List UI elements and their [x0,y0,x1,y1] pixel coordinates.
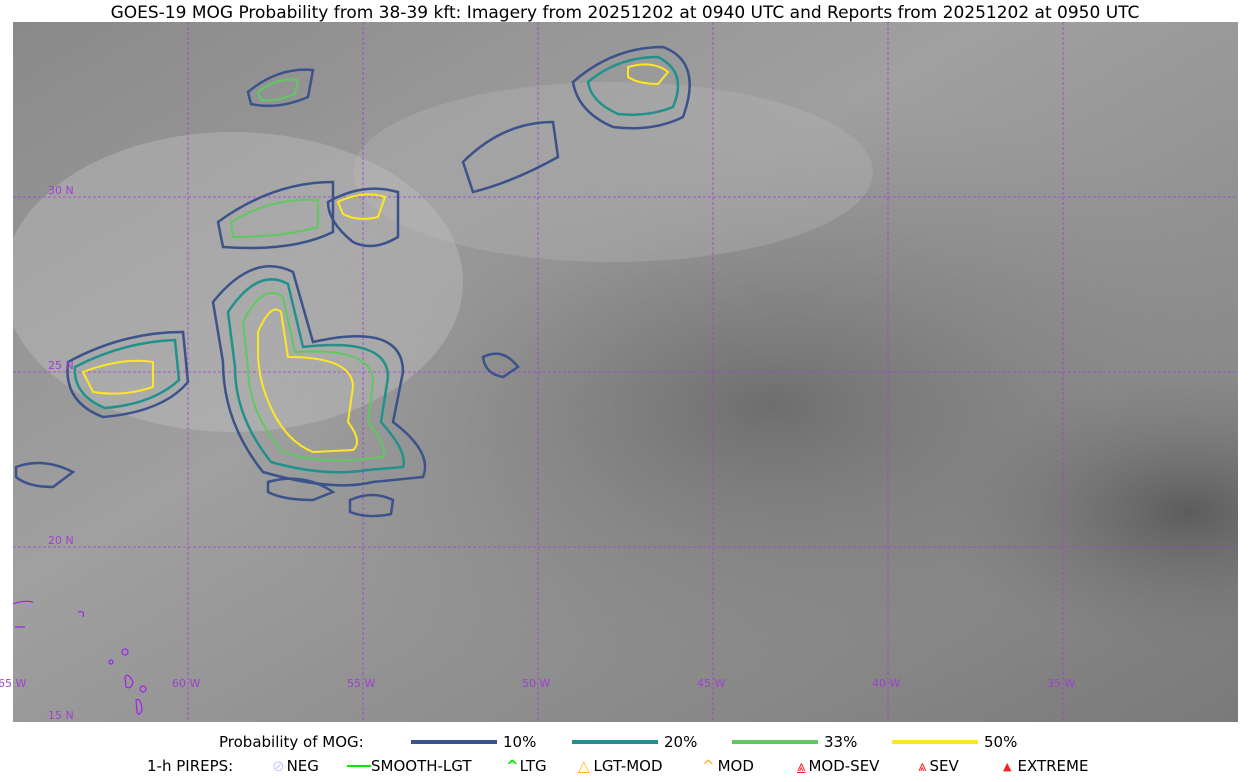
contour-10 [246,68,315,108]
longitude-label: 55 W [347,677,376,690]
legend-smooth-lgt: SMOOTH-LGT [347,757,472,775]
coastlines [12,600,147,715]
contour-10 [66,330,190,419]
longitude-label: 45 W [697,677,726,690]
swatch-20 [572,740,658,744]
swatch-33 [732,740,818,744]
legend-neg: ⊘ NEG [272,757,319,775]
contour-33 [256,78,300,102]
neg-circle-icon: ⊘ [272,757,285,775]
legend-lgt-mod: △ LGT-MOD [578,757,663,775]
pireps-legend-title: 1-h PIREPS: [147,757,234,775]
swatch-50 [892,740,978,744]
swatch-10 [411,740,497,744]
contour-50 [257,308,358,454]
contour-50 [336,193,387,220]
legend-mod-sev: ⩓ MOD-SEV [797,757,880,775]
caret-icon: ^ [506,757,519,775]
island-dominica [135,698,143,715]
legend-ltg: ^ LTG [506,757,547,775]
legend-mod: ^ MOD [702,757,754,775]
contour-10 [348,493,395,518]
filled-triangle-icon: ▲ [1003,759,1012,773]
double-caret-bar-icon: ⩓ [797,757,806,775]
legend-item-33: 33% [732,733,857,751]
legend-item-10: 10% [411,733,536,751]
legend-sev: ⩓ SEV [918,757,959,775]
line-icon [347,765,371,767]
longitude-label: 60 W [172,677,201,690]
contour-20 [226,278,405,474]
map-svg [3,22,1238,722]
longitude-label: 65 W [0,677,27,690]
latitude-label: 25 N [48,359,74,372]
satellite-map [3,22,1238,722]
caret-icon: ^ [702,757,715,775]
contour-33 [241,291,385,462]
legend-item-20: 20% [572,733,697,751]
contour-10 [266,477,336,502]
longitude-label: 50 W [522,677,551,690]
contour-33 [229,198,319,239]
latitude-label: 30 N [48,184,74,197]
contour-10 [14,461,76,489]
double-caret-icon: ⩓ [918,757,927,775]
chart-title: GOES-19 MOG Probability from 38-39 kft: … [110,3,1140,23]
latitude-label: 15 N [48,709,74,722]
island-guadeloupe [124,674,134,689]
longitude-label: 35 W [1047,677,1076,690]
latitude-label: 20 N [48,534,74,547]
contour-10 [481,352,520,379]
contour-50 [627,63,670,86]
contour-10 [571,45,691,130]
longitude-label: 40 W [872,677,901,690]
contour-20 [73,338,181,410]
contour-10 [216,180,335,250]
contour-10 [461,120,560,194]
contour-10 [326,187,400,248]
legend-extreme: ▲ EXTREME [1003,757,1089,775]
contour-10 [211,265,427,487]
contour-50 [81,359,154,395]
legend-item-50: 50% [892,733,1017,751]
probability-legend-title: Probability of MOG: [219,733,364,751]
contour-20 [586,55,680,116]
caret-bar-icon: △ [578,757,590,775]
